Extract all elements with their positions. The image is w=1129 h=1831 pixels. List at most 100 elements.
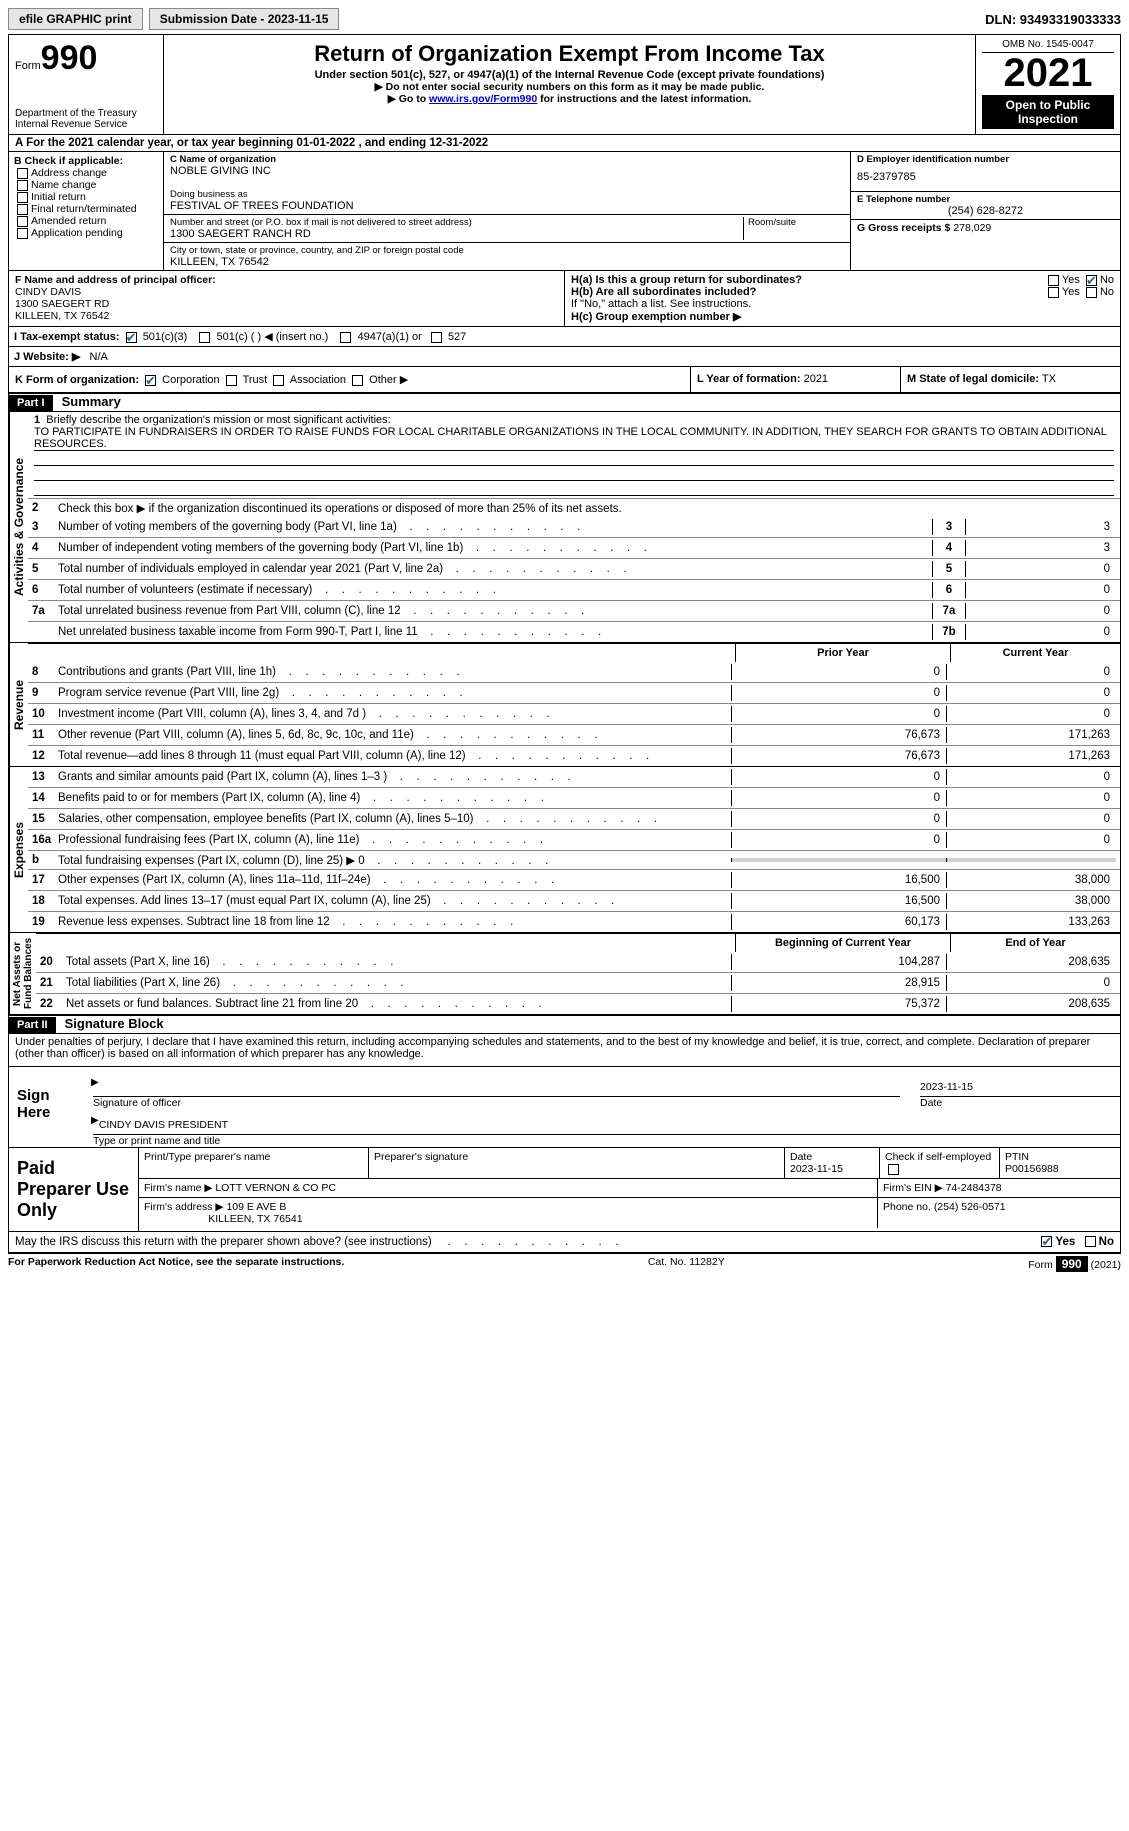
hb-note: If "No," attach a list. See instructions… [571, 298, 1114, 310]
financial-line: 13Grants and similar amounts paid (Part … [28, 767, 1120, 787]
city-label: City or town, state or province, country… [170, 245, 844, 256]
website-label: J Website: ▶ [14, 351, 80, 363]
street-address: 1300 SAEGERT RANCH RD [170, 228, 743, 240]
cb-hb-yes[interactable] [1048, 287, 1059, 298]
dba-name: FESTIVAL OF TREES FOUNDATION [170, 200, 844, 212]
cb-discuss-no[interactable] [1085, 1236, 1096, 1247]
year-formation-label: L Year of formation: [697, 373, 801, 385]
submission-date-button[interactable]: Submission Date - 2023-11-15 [149, 8, 340, 30]
cb-discuss-yes[interactable] [1041, 1236, 1052, 1247]
phone-label: E Telephone number [857, 194, 1114, 205]
summary-line: Net unrelated business taxable income fr… [28, 621, 1120, 642]
discuss-text: May the IRS discuss this return with the… [15, 1236, 432, 1248]
room-suite-label: Room/suite [748, 217, 844, 228]
lbl-initial-return: Initial return [31, 191, 86, 203]
form-word: Form [15, 60, 41, 72]
financial-line: 10Investment income (Part VIII, column (… [28, 703, 1120, 724]
perjury-declaration: Under penalties of perjury, I declare th… [9, 1034, 1120, 1062]
sig-date-label: Date [920, 1097, 1120, 1109]
paid-preparer-block: Paid Preparer Use Only Print/Type prepar… [9, 1148, 1120, 1232]
row-a-tax-year: A For the 2021 calendar year, or tax yea… [9, 135, 1120, 152]
gross-receipts-value: 278,029 [953, 222, 991, 234]
lbl-trust: Trust [243, 374, 268, 386]
sig-date: 2023-11-15 [920, 1071, 1120, 1097]
org-name: NOBLE GIVING INC [170, 165, 844, 177]
lbl-name-change: Name change [31, 179, 96, 191]
self-employed-label: Check if self-employed [885, 1151, 991, 1163]
prep-date: 2023-11-15 [790, 1163, 843, 1175]
financial-line: 21Total liabilities (Part X, line 26)28,… [36, 972, 1120, 993]
ein-label: D Employer identification number [857, 154, 1114, 165]
part1-header-row: Part I Summary [9, 393, 1120, 412]
cb-501c[interactable] [199, 332, 210, 343]
financial-line: 18Total expenses. Add lines 13–17 (must … [28, 890, 1120, 911]
cb-self-employed[interactable] [888, 1164, 899, 1175]
section-activities-governance: Activities & Governance 1 Briefly descri… [9, 412, 1120, 643]
hc-label: H(c) Group exemption number ▶ [571, 310, 1114, 323]
mission-text: TO PARTICIPATE IN FUNDRAISERS IN ORDER T… [34, 426, 1114, 451]
sign-here-block: Sign Here Signature of officer 2023-11-1… [9, 1066, 1120, 1148]
row-klm: K Form of organization: Corporation Trus… [9, 367, 1120, 393]
cb-initial-return[interactable] [17, 192, 28, 203]
discuss-no: No [1099, 1236, 1114, 1248]
identity-block: B Check if applicable: Address change Na… [9, 152, 1120, 271]
financial-line: 15Salaries, other compensation, employee… [28, 808, 1120, 829]
line1-label: Briefly describe the organization's miss… [46, 414, 390, 426]
tax-exempt-label: I Tax-exempt status: [14, 331, 120, 343]
lbl-corp: Corporation [162, 374, 219, 386]
cb-address-change[interactable] [17, 168, 28, 179]
discuss-yes: Yes [1055, 1236, 1075, 1248]
part1-title: Summary [56, 392, 127, 411]
cb-ha-yes[interactable] [1048, 275, 1059, 286]
financial-line: 22Net assets or fund balances. Subtract … [36, 993, 1120, 1014]
cb-corp[interactable] [145, 375, 156, 386]
cb-4947[interactable] [340, 332, 351, 343]
efile-print-button[interactable]: efile GRAPHIC print [8, 8, 143, 30]
cb-501c3[interactable] [126, 332, 137, 343]
form-subtitle: Under section 501(c), 527, or 4947(a)(1)… [170, 69, 969, 81]
cb-527[interactable] [431, 332, 442, 343]
year-formation-value: 2021 [804, 373, 828, 385]
lbl-assoc: Association [290, 374, 346, 386]
firm-phone: (254) 526-0571 [934, 1201, 1006, 1213]
financial-line: 19Revenue less expenses. Subtract line 1… [28, 911, 1120, 932]
part1-badge: Part I [9, 395, 53, 411]
vlabel-expenses: Expenses [9, 767, 28, 932]
form-org-label: K Form of organization: [15, 374, 139, 386]
officer-label: F Name and address of principal officer: [15, 274, 558, 286]
form-header: Form990 Department of the Treasury Inter… [9, 35, 1120, 135]
website-value: N/A [90, 351, 108, 363]
org-name-label: C Name of organization [170, 154, 844, 165]
officer-addr2: KILLEEN, TX 76542 [15, 310, 558, 322]
lbl-527: 527 [448, 331, 466, 343]
lbl-4947: 4947(a)(1) or [358, 331, 422, 343]
cb-assoc[interactable] [273, 375, 284, 386]
cb-trust[interactable] [226, 375, 237, 386]
cb-final-return[interactable] [17, 204, 28, 215]
state-domicile-value: TX [1042, 373, 1056, 385]
cb-amended-return[interactable] [17, 216, 28, 227]
footer-bar: For Paperwork Reduction Act Notice, see … [8, 1254, 1121, 1274]
officer-addr1: 1300 SAEGERT RD [15, 298, 558, 310]
irs-link[interactable]: www.irs.gov/Form990 [429, 93, 537, 105]
end-year-header: End of Year [950, 934, 1120, 952]
cb-hb-no[interactable] [1086, 287, 1097, 298]
dln-label: DLN: 93493319033333 [985, 12, 1121, 27]
form-container: Form990 Department of the Treasury Inter… [8, 34, 1121, 1254]
lbl-501c: 501(c) ( ) ◀ (insert no.) [217, 331, 329, 343]
section-revenue: Revenue Prior Year Current Year 8Contrib… [9, 643, 1120, 767]
hb-no: No [1100, 286, 1114, 298]
dept-treasury: Department of the Treasury [15, 108, 157, 119]
cb-ha-no[interactable] [1086, 275, 1097, 286]
ein-value: 85-2379785 [857, 165, 1114, 189]
state-domicile-label: M State of legal domicile: [907, 373, 1039, 385]
vlabel-revenue: Revenue [9, 643, 28, 766]
summary-line: 3Number of voting members of the governi… [28, 517, 1120, 537]
current-year-header: Current Year [950, 644, 1120, 662]
cb-name-change[interactable] [17, 180, 28, 191]
lbl-final-return: Final return/terminated [31, 203, 137, 215]
cb-other[interactable] [352, 375, 363, 386]
financial-line: 11Other revenue (Part VIII, column (A), … [28, 724, 1120, 745]
irs-label: Internal Revenue Service [15, 119, 157, 130]
cb-application-pending[interactable] [17, 228, 28, 239]
